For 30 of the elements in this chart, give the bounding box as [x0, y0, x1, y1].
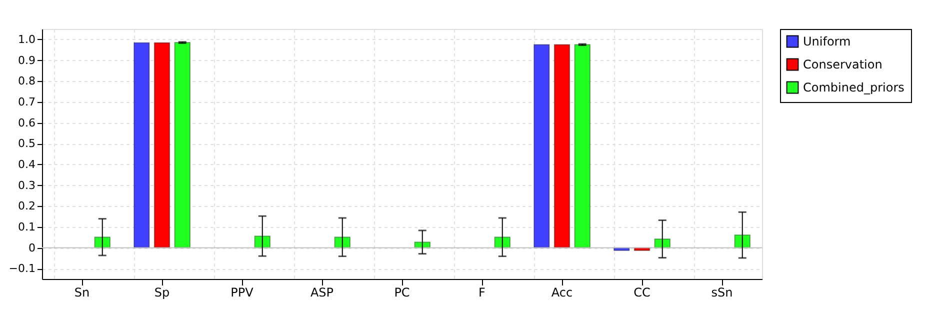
legend-label: Combined_priors [803, 80, 904, 94]
y-tick-label: 0.1 [18, 220, 36, 234]
bar [154, 42, 170, 248]
bar [534, 44, 550, 248]
x-tick-label: F [478, 286, 486, 300]
x-tick-label: Sn [74, 286, 90, 300]
x-tick-label: Acc [551, 286, 573, 300]
y-tick-label: 0 [28, 241, 36, 254]
y-tick-label: 0.8 [18, 74, 36, 88]
y-tick-label: −0.1 [8, 262, 36, 276]
y-tick-label: 0.4 [18, 158, 36, 171]
bar [134, 42, 150, 248]
y-tick-label: 0.9 [18, 54, 36, 67]
y-tick-label: 1.0 [18, 32, 36, 46]
y-tick-label: 0.7 [18, 95, 36, 108]
x-tick-label: sSn [711, 286, 733, 300]
x-tick-label: PC [394, 286, 410, 300]
legend-label: Uniform [803, 34, 851, 48]
y-tick-label: 0.5 [18, 137, 36, 150]
x-tick-label: ASP [310, 286, 334, 300]
y-tick-label: 0.6 [18, 116, 36, 130]
bar [574, 44, 590, 248]
bar [554, 44, 570, 248]
y-tick-label: 0.2 [18, 200, 36, 213]
bar [174, 42, 190, 248]
y-tick-label: 0.3 [18, 178, 36, 192]
x-tick-label: CC [634, 286, 650, 300]
x-tick-label: PPV [230, 286, 254, 300]
legend-label: Conservation [803, 58, 882, 72]
x-tick-label: Sp [154, 286, 170, 300]
